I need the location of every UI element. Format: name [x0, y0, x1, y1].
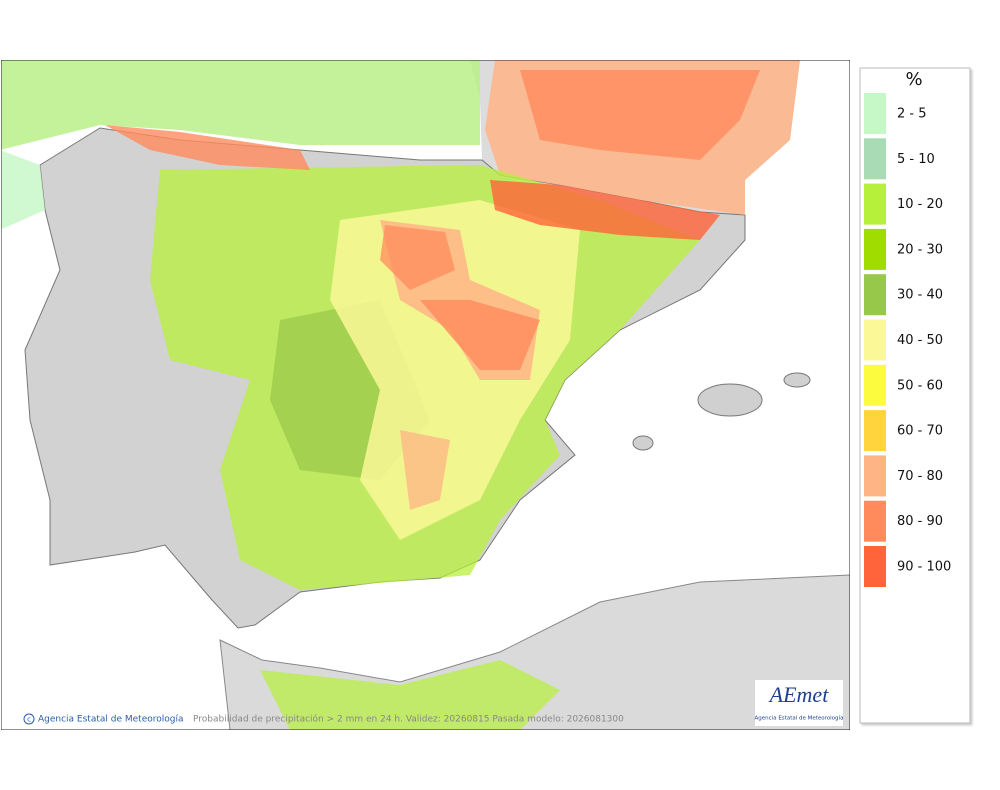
legend-items: 2 - 5 5 - 10 10 - 20 20 - 30 30 - 40 40 - 50 5… [864, 93, 951, 587]
legend-label: 80 - 90 [897, 514, 943, 529]
legend-label: 60 - 70 [897, 424, 943, 439]
legend-label: 20 - 30 [897, 242, 943, 257]
precip-red-center [380, 225, 455, 290]
precip-south [400, 430, 450, 510]
menorca [783, 372, 811, 388]
legend-swatch [864, 455, 886, 497]
logo-subtitle: Agencia Estatal de Meteorología [755, 715, 844, 722]
logo-name: AEmet [768, 682, 830, 707]
precip-red-iberian [420, 300, 540, 370]
ibiza [632, 435, 654, 451]
legend-label: 90 - 100 [897, 560, 951, 575]
legend-title: % [905, 69, 922, 90]
legend-label: 2 - 5 [897, 107, 927, 122]
precip-pyrenees [490, 180, 720, 240]
legend-swatch [864, 183, 886, 225]
legend-label: 10 - 20 [897, 197, 943, 212]
copyright-mark: c [27, 716, 31, 724]
precip-africa [260, 660, 560, 730]
legend-swatch [864, 138, 886, 180]
precip-france-core [520, 70, 760, 160]
precip-yellow [330, 200, 580, 540]
precip-cantabria [105, 125, 310, 170]
legend-label: 70 - 80 [897, 469, 943, 484]
legend-swatch [864, 364, 886, 406]
map [1, 60, 850, 730]
copyright-text: Agencia Estatal de Meteorología [38, 715, 184, 725]
precip-sea-north-2 [1, 150, 45, 230]
map-caption: Probabilidad de precipitación > 2 mm en … [193, 714, 624, 725]
legend-label: 40 - 50 [897, 333, 943, 348]
legend-swatch [864, 228, 886, 270]
legend-swatch [864, 410, 886, 452]
copyright-icon [23, 713, 35, 725]
legend-swatch [864, 500, 886, 542]
legend-swatch [864, 319, 886, 361]
legend-swatch [864, 93, 886, 134]
legend-swatch [864, 274, 886, 316]
precip-sea-north [1, 60, 480, 150]
mallorca [697, 383, 763, 417]
legend-label: 50 - 60 [897, 378, 943, 393]
logo-box [755, 680, 843, 726]
legend-label: 5 - 10 [897, 152, 935, 167]
legend-label: 30 - 40 [897, 288, 943, 303]
legend-swatch [864, 546, 886, 587]
